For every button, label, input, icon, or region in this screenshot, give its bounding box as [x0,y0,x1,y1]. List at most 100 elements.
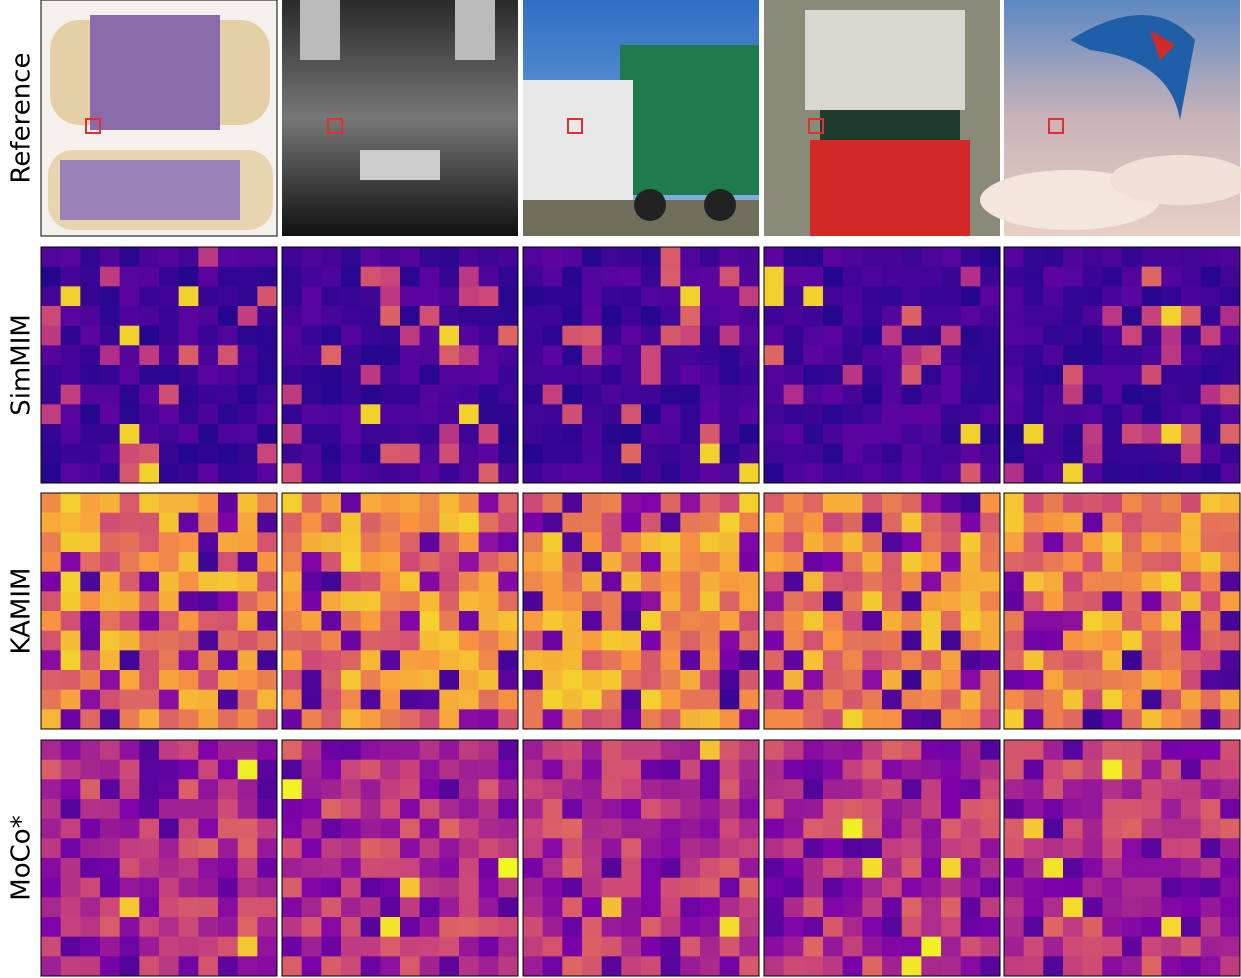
heatmap-cell [621,532,642,553]
heatmap-cell [641,266,662,287]
heatmap-cell [1141,591,1162,612]
heatmap-cell [739,897,760,918]
heatmap-cell [1181,325,1202,346]
heatmap-cell [980,956,1001,977]
heatmap-cell [459,630,480,651]
heatmap-cell [700,443,721,464]
heatmap-cell [341,799,362,820]
heatmap-cell [960,512,981,533]
heatmap-cell [1141,897,1162,918]
heatmap-cell [459,493,480,514]
heatmap-cell [1181,443,1202,464]
heatmap-cell [803,799,824,820]
heatmap-cell [41,689,62,710]
heatmap-cell [523,630,544,651]
heatmap-cell [1220,897,1241,918]
heatmap-cell [178,552,199,573]
heatmap-cell [1161,286,1182,307]
heatmap-cell [700,365,721,386]
heatmap-cell [1200,512,1221,533]
heatmap-cell [301,779,322,800]
heatmap-cell [41,571,62,592]
heatmap-cell [980,858,1001,879]
heatmap-cell [439,897,460,918]
heatmap-border [40,492,278,730]
heatmap-cell [582,404,603,425]
heatmap-cell [419,384,440,405]
heatmap-cell [1220,306,1241,327]
heatmap-cell [523,463,544,484]
heatmap-cell [1043,877,1064,898]
heatmap-cell [680,493,701,514]
photo-device [40,0,278,237]
heatmap-cell [621,266,642,287]
heatmap-cell [1023,759,1044,780]
heatmap-cell [960,424,981,445]
heatmap-cell [400,877,421,898]
heatmap-cell [601,709,622,730]
heatmap-cell [301,858,322,879]
heatmap-cell [1063,345,1084,366]
heatmap-cell [237,532,258,553]
heatmap-cell [823,306,844,327]
heatmap-cell [60,799,81,820]
heatmap-cell [941,286,962,307]
heatmap-cell [321,384,342,405]
heatmap-cell [257,345,278,366]
heatmap-cell [198,650,219,671]
heatmap-cell [1200,897,1221,918]
heatmap-cell [764,404,785,425]
heatmap-cell [700,759,721,780]
heatmap-cell [119,286,140,307]
heatmap-cell [237,611,258,632]
heatmap-cell [139,532,160,553]
heatmap-cell [159,936,180,957]
heatmap-cell [218,611,239,632]
heatmap-cell [41,917,62,938]
heatmap-cell [178,740,199,761]
heatmap-cell [862,325,883,346]
heatmap-cell [641,384,662,405]
heatmap-cell [360,917,381,938]
heatmap-cell [641,759,662,780]
heatmap-cell [1023,384,1044,405]
heatmap-cell [341,345,362,366]
heatmap-cell [764,936,785,957]
heatmap-cell [321,630,342,651]
heatmap-cell [1200,365,1221,386]
heatmap-cell [380,404,401,425]
heatmap-cell [1161,247,1182,268]
heatmap-cell [562,858,583,879]
heatmap-cell [641,670,662,691]
row-label: MoCo* [7,815,37,900]
heatmap-cell [380,650,401,671]
heatmap-cell [862,384,883,405]
heatmap-cell [1122,799,1143,820]
heatmap-cell [139,779,160,800]
heatmap-cell [119,365,140,386]
heatmap-cell [783,571,804,592]
heatmap-cell [1023,630,1044,651]
heatmap-cell [1023,689,1044,710]
heatmap-cell [562,325,583,346]
heatmap-cell [1004,936,1025,957]
heatmap-cell [1181,670,1202,691]
heatmap-cell [80,956,101,977]
heatmap-cell [159,838,180,859]
heatmap-cell [419,247,440,268]
heatmap-cell [862,759,883,780]
heatmap-cell [601,740,622,761]
heatmap-cell [321,591,342,612]
heatmap-cell [562,286,583,307]
heatmap-cell [719,345,740,366]
heatmap-cell [901,897,922,918]
heatmap-cell [842,759,863,780]
heatmap-cell [700,936,721,957]
heatmap-cell [680,325,701,346]
heatmap-cell [1102,571,1123,592]
heatmap-cell [139,709,160,730]
heatmap-cell [921,384,942,405]
heatmap-cell [542,709,563,730]
heatmap-cell [1023,463,1044,484]
heatmap-cell [523,818,544,839]
